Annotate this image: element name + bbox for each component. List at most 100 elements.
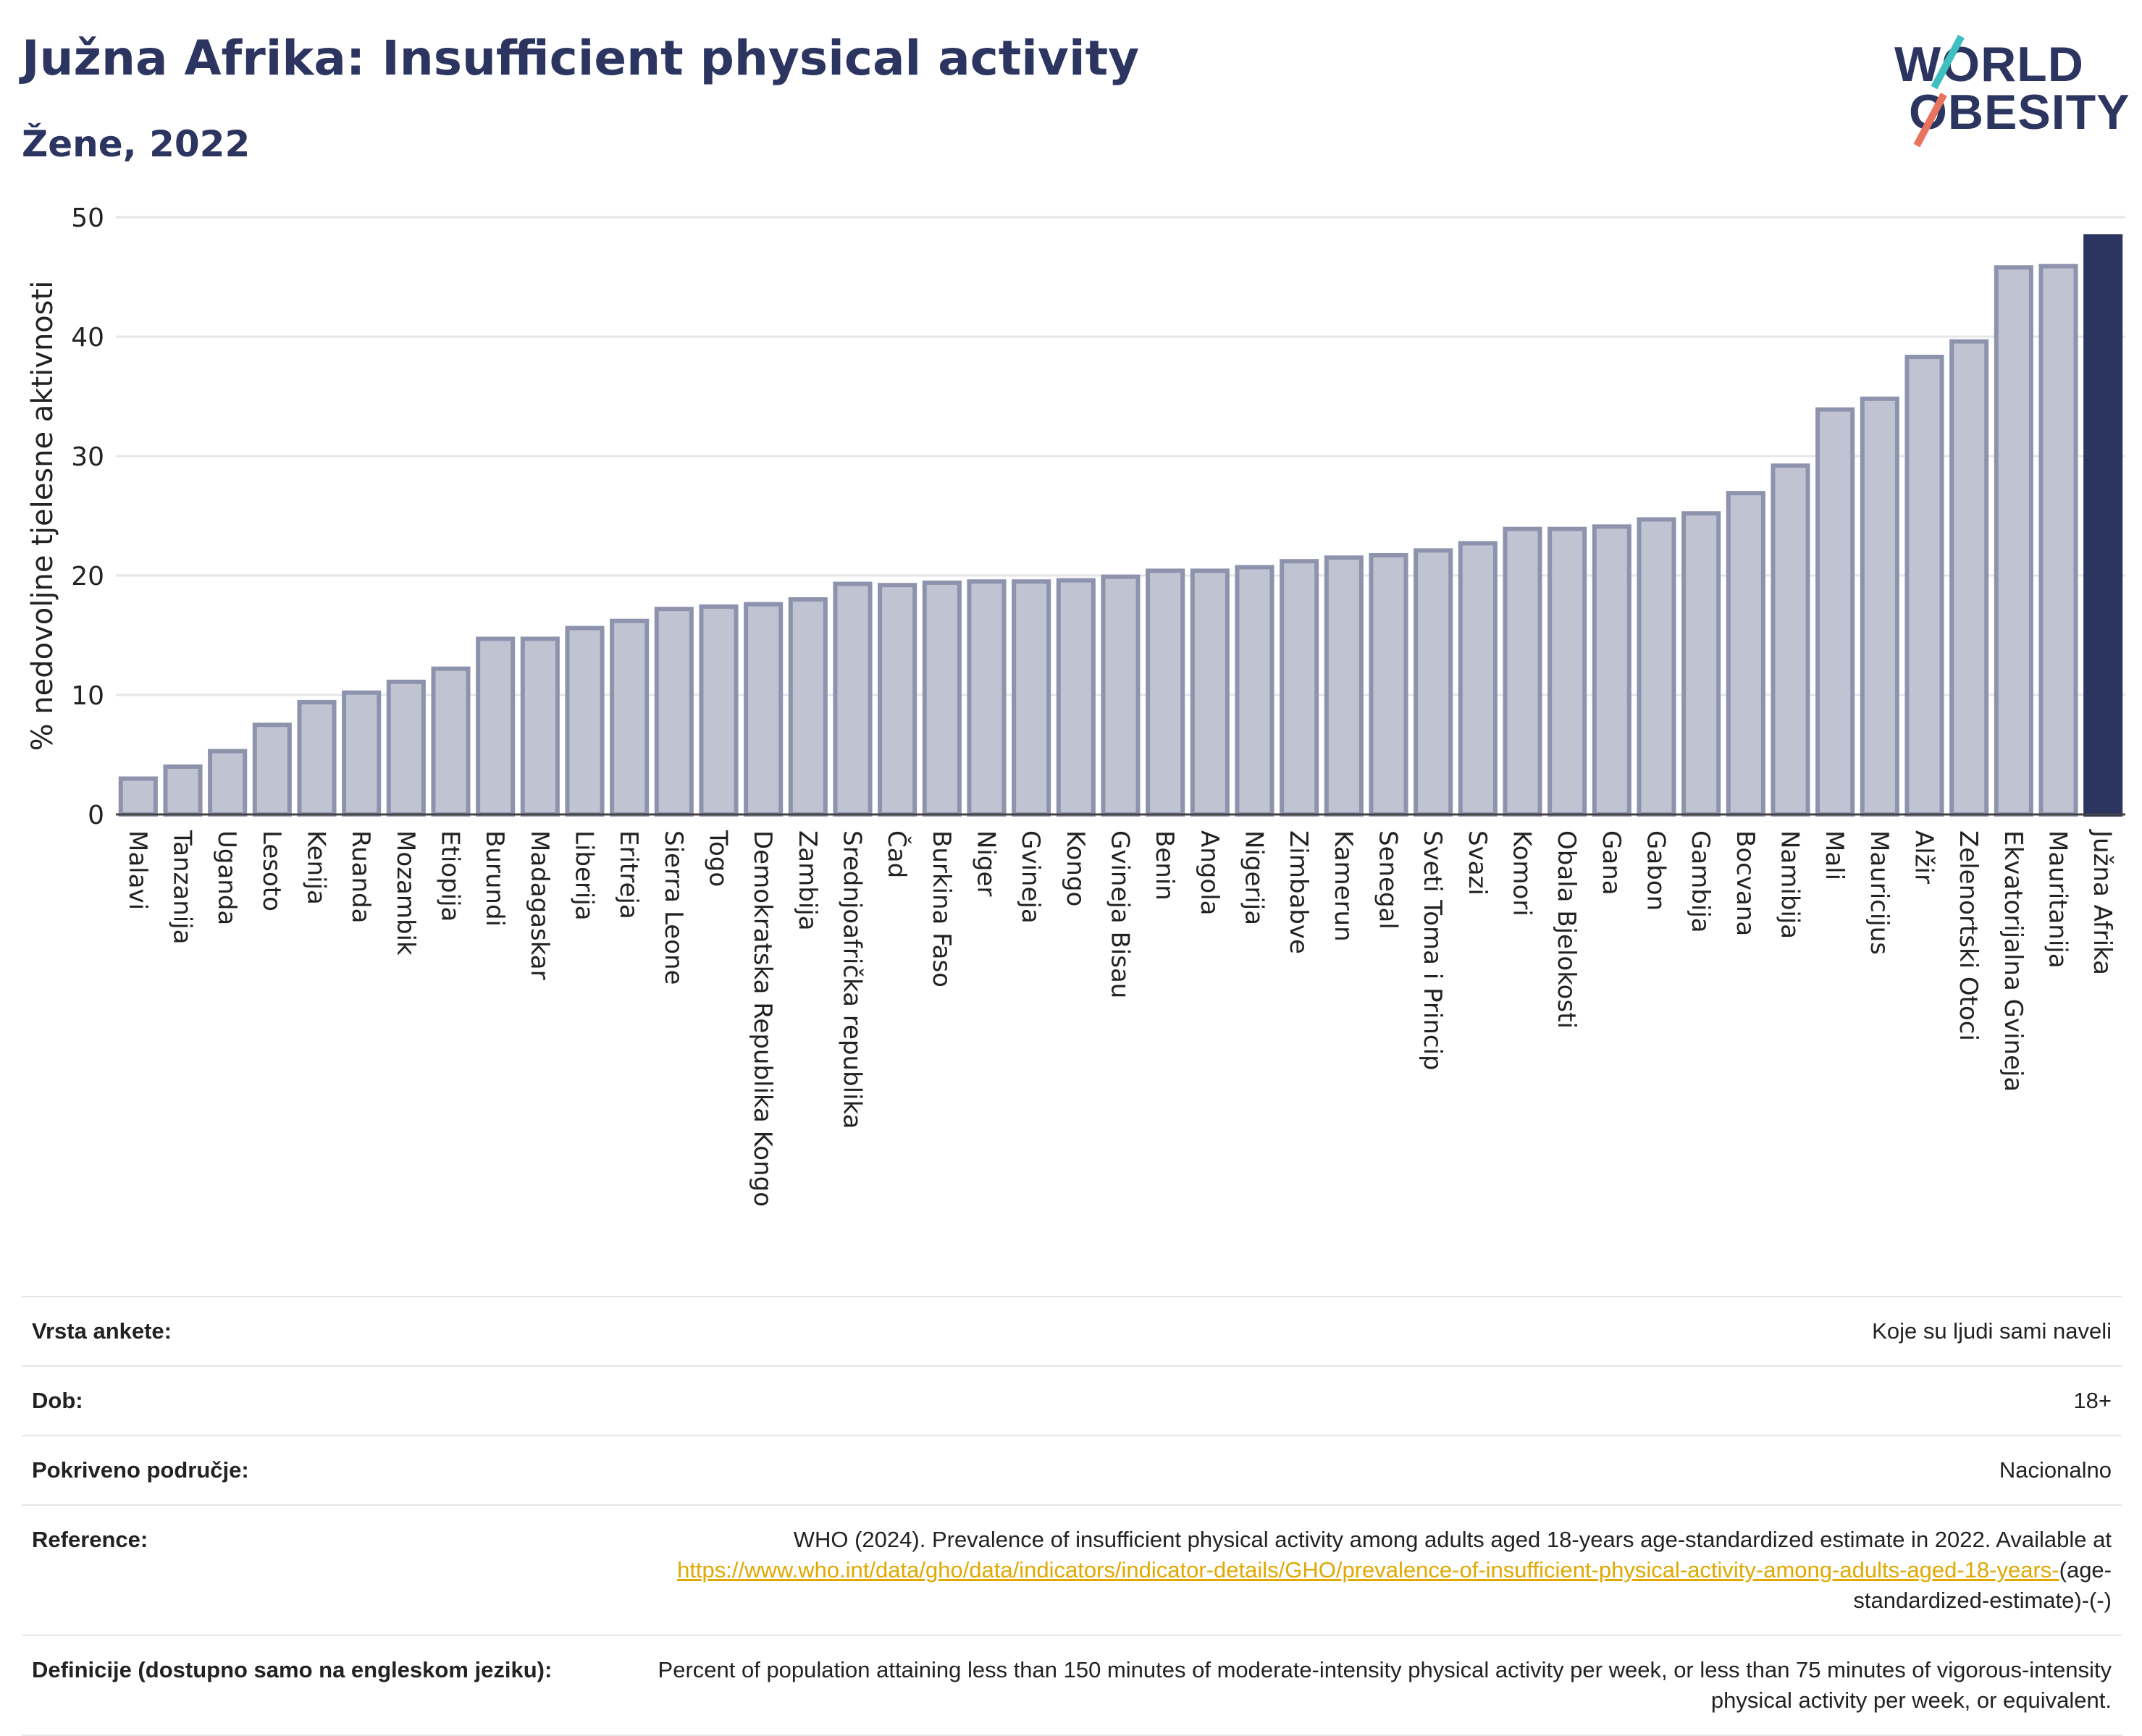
x-tick-label: Madagaskar xyxy=(525,830,554,980)
info-value: Percent of population attaining less tha… xyxy=(658,1657,2112,1713)
x-tick-label: Niger xyxy=(972,830,1001,896)
y-tick-label: 50 xyxy=(71,203,104,233)
x-tick-label: Namibija xyxy=(1776,830,1805,939)
info-value: 18+ xyxy=(2073,1388,2112,1413)
bar xyxy=(1235,565,1274,817)
world-obesity-logo: WORLD OBESITY xyxy=(1887,35,2130,152)
x-tick-label: Tanzanija xyxy=(168,830,197,944)
info-row-age: Dob: 18+ xyxy=(22,1365,2122,1435)
bar xyxy=(1101,574,1141,817)
x-tick-label: Gabon xyxy=(1642,830,1671,911)
bar xyxy=(476,636,516,817)
y-axis-label: % nedovoljne tjelesne aktivnosti xyxy=(26,281,59,751)
bar xyxy=(342,690,382,817)
bar xyxy=(1012,579,1051,817)
info-row-survey-type: Vrsta ankete: Koje su ljudi sami naveli xyxy=(22,1296,2122,1365)
bar xyxy=(208,749,248,817)
x-tick-label: Ruanda xyxy=(346,830,375,923)
bar xyxy=(252,722,292,817)
bar-chart-svg: 0 10 20 30 40 50 Malavi Tanzanija Uganda Lesoto K… xyxy=(26,203,2125,1207)
page-title: Južna Afrika: Insufficient physical acti… xyxy=(22,30,1140,86)
x-tick-label: Malavi xyxy=(123,830,152,910)
x-tick-label: Togo xyxy=(704,830,733,887)
x-tick-label: Gana xyxy=(1597,830,1626,896)
bar xyxy=(565,625,605,817)
info-label: Pokriveno područje: xyxy=(32,1457,249,1483)
x-tick-label: Burundi xyxy=(480,830,509,927)
bar xyxy=(118,776,158,817)
x-tick-label: Eritreja xyxy=(614,830,643,919)
bar xyxy=(922,580,962,817)
bar xyxy=(163,764,203,817)
reference-suffix: (age-standardized-estimate)-(-) xyxy=(1853,1557,2112,1613)
y-tick-label: 0 xyxy=(88,801,104,830)
bar xyxy=(1056,578,1096,817)
bar xyxy=(699,604,739,817)
x-tick-label: Mali xyxy=(1820,830,1849,880)
x-tick-label: Gambija xyxy=(1686,830,1715,933)
x-axis-labels: Malavi Tanzanija Uganda Lesoto Kenija Ruanda M… xyxy=(123,829,2117,1207)
bar xyxy=(1324,555,1364,817)
x-tick-label: Čad xyxy=(882,830,912,878)
x-tick-label: Liberija xyxy=(570,830,599,921)
bar xyxy=(1726,491,1765,817)
x-tick-label: Sierra Leone xyxy=(659,830,688,985)
x-tick-label: Kenija xyxy=(302,830,331,905)
page-subtitle: Žene, 2022 xyxy=(22,123,251,165)
x-tick-label: Mauritanija xyxy=(2044,830,2072,969)
bar xyxy=(1949,339,1989,817)
bar xyxy=(1146,568,1185,817)
x-tick-label: Komori xyxy=(1508,830,1537,917)
x-tick-label: Etiopija xyxy=(436,830,465,922)
reference-text: WHO (2024). Prevalence of insufficient p… xyxy=(793,1527,2112,1552)
bar xyxy=(967,579,1007,817)
bar xyxy=(788,597,828,817)
info-label: Vrsta ankete: xyxy=(32,1318,172,1344)
x-tick-label: Bocvana xyxy=(1731,830,1760,936)
x-tick-label: Benin xyxy=(1150,830,1179,901)
bar xyxy=(1592,524,1631,817)
bar xyxy=(1637,517,1676,817)
x-tick-label: Senegal xyxy=(1374,830,1403,930)
bar xyxy=(431,666,471,817)
bar xyxy=(1280,559,1319,817)
info-row-coverage: Pokriveno područje: Nacionalno xyxy=(22,1435,2122,1504)
bar-highlight xyxy=(2083,234,2123,817)
logo-line-2: OBESITY xyxy=(1909,85,2130,140)
logo-line-1: WORLD xyxy=(1894,37,2084,92)
x-tick-label: Demokratska Republika Kongo xyxy=(748,830,777,1207)
bar xyxy=(1503,526,1542,817)
x-tick-label: Kongo xyxy=(1061,830,1090,906)
bar xyxy=(1771,463,1810,817)
x-tick-label: Obala Bjelokosti xyxy=(1552,830,1581,1029)
x-tick-label: Mozambik xyxy=(391,830,420,956)
bar xyxy=(833,581,873,817)
bar xyxy=(1190,568,1230,817)
x-tick-label: Alžir xyxy=(1910,830,1939,884)
info-label: Reference: xyxy=(32,1527,148,1552)
bar xyxy=(878,583,917,817)
bar xyxy=(1414,548,1453,817)
bar xyxy=(1994,265,2033,817)
x-tick-label: Nigerija xyxy=(1240,830,1269,925)
y-tick-label: 10 xyxy=(71,681,104,711)
x-tick-label: Lesoto xyxy=(257,830,286,911)
info-value: Nacionalno xyxy=(1999,1457,2112,1483)
reference-link[interactable]: https://www.who.int/data/gho/data/indica… xyxy=(677,1557,2059,1583)
x-tick-label: Kamerun xyxy=(1329,830,1358,942)
x-tick-label: Mauricijus xyxy=(1865,830,1894,955)
bar xyxy=(297,699,337,817)
bar xyxy=(2038,264,2078,817)
info-value: WHO (2024). Prevalence of insufficient p… xyxy=(591,1525,2112,1616)
x-tick-label: Zelenortski Otoci xyxy=(1954,830,1983,1041)
x-tick-label: Gvineja xyxy=(1016,830,1045,924)
info-label: Definicije (dostupno samo na engleskom j… xyxy=(32,1657,553,1682)
info-value: Koje su ljudi sami naveli xyxy=(1872,1318,2112,1344)
x-tick-label: Ekvatorijalna Gvineja xyxy=(1999,830,2028,1092)
x-tick-label: Sveti Toma i Princip xyxy=(1418,830,1447,1071)
bar xyxy=(654,607,694,817)
x-tick-label: Zimbabve xyxy=(1284,830,1313,954)
bar xyxy=(1547,526,1587,817)
info-row-reference: Reference: WHO (2024). Prevalence of ins… xyxy=(22,1504,2122,1635)
x-tick-label: Uganda xyxy=(212,830,241,925)
